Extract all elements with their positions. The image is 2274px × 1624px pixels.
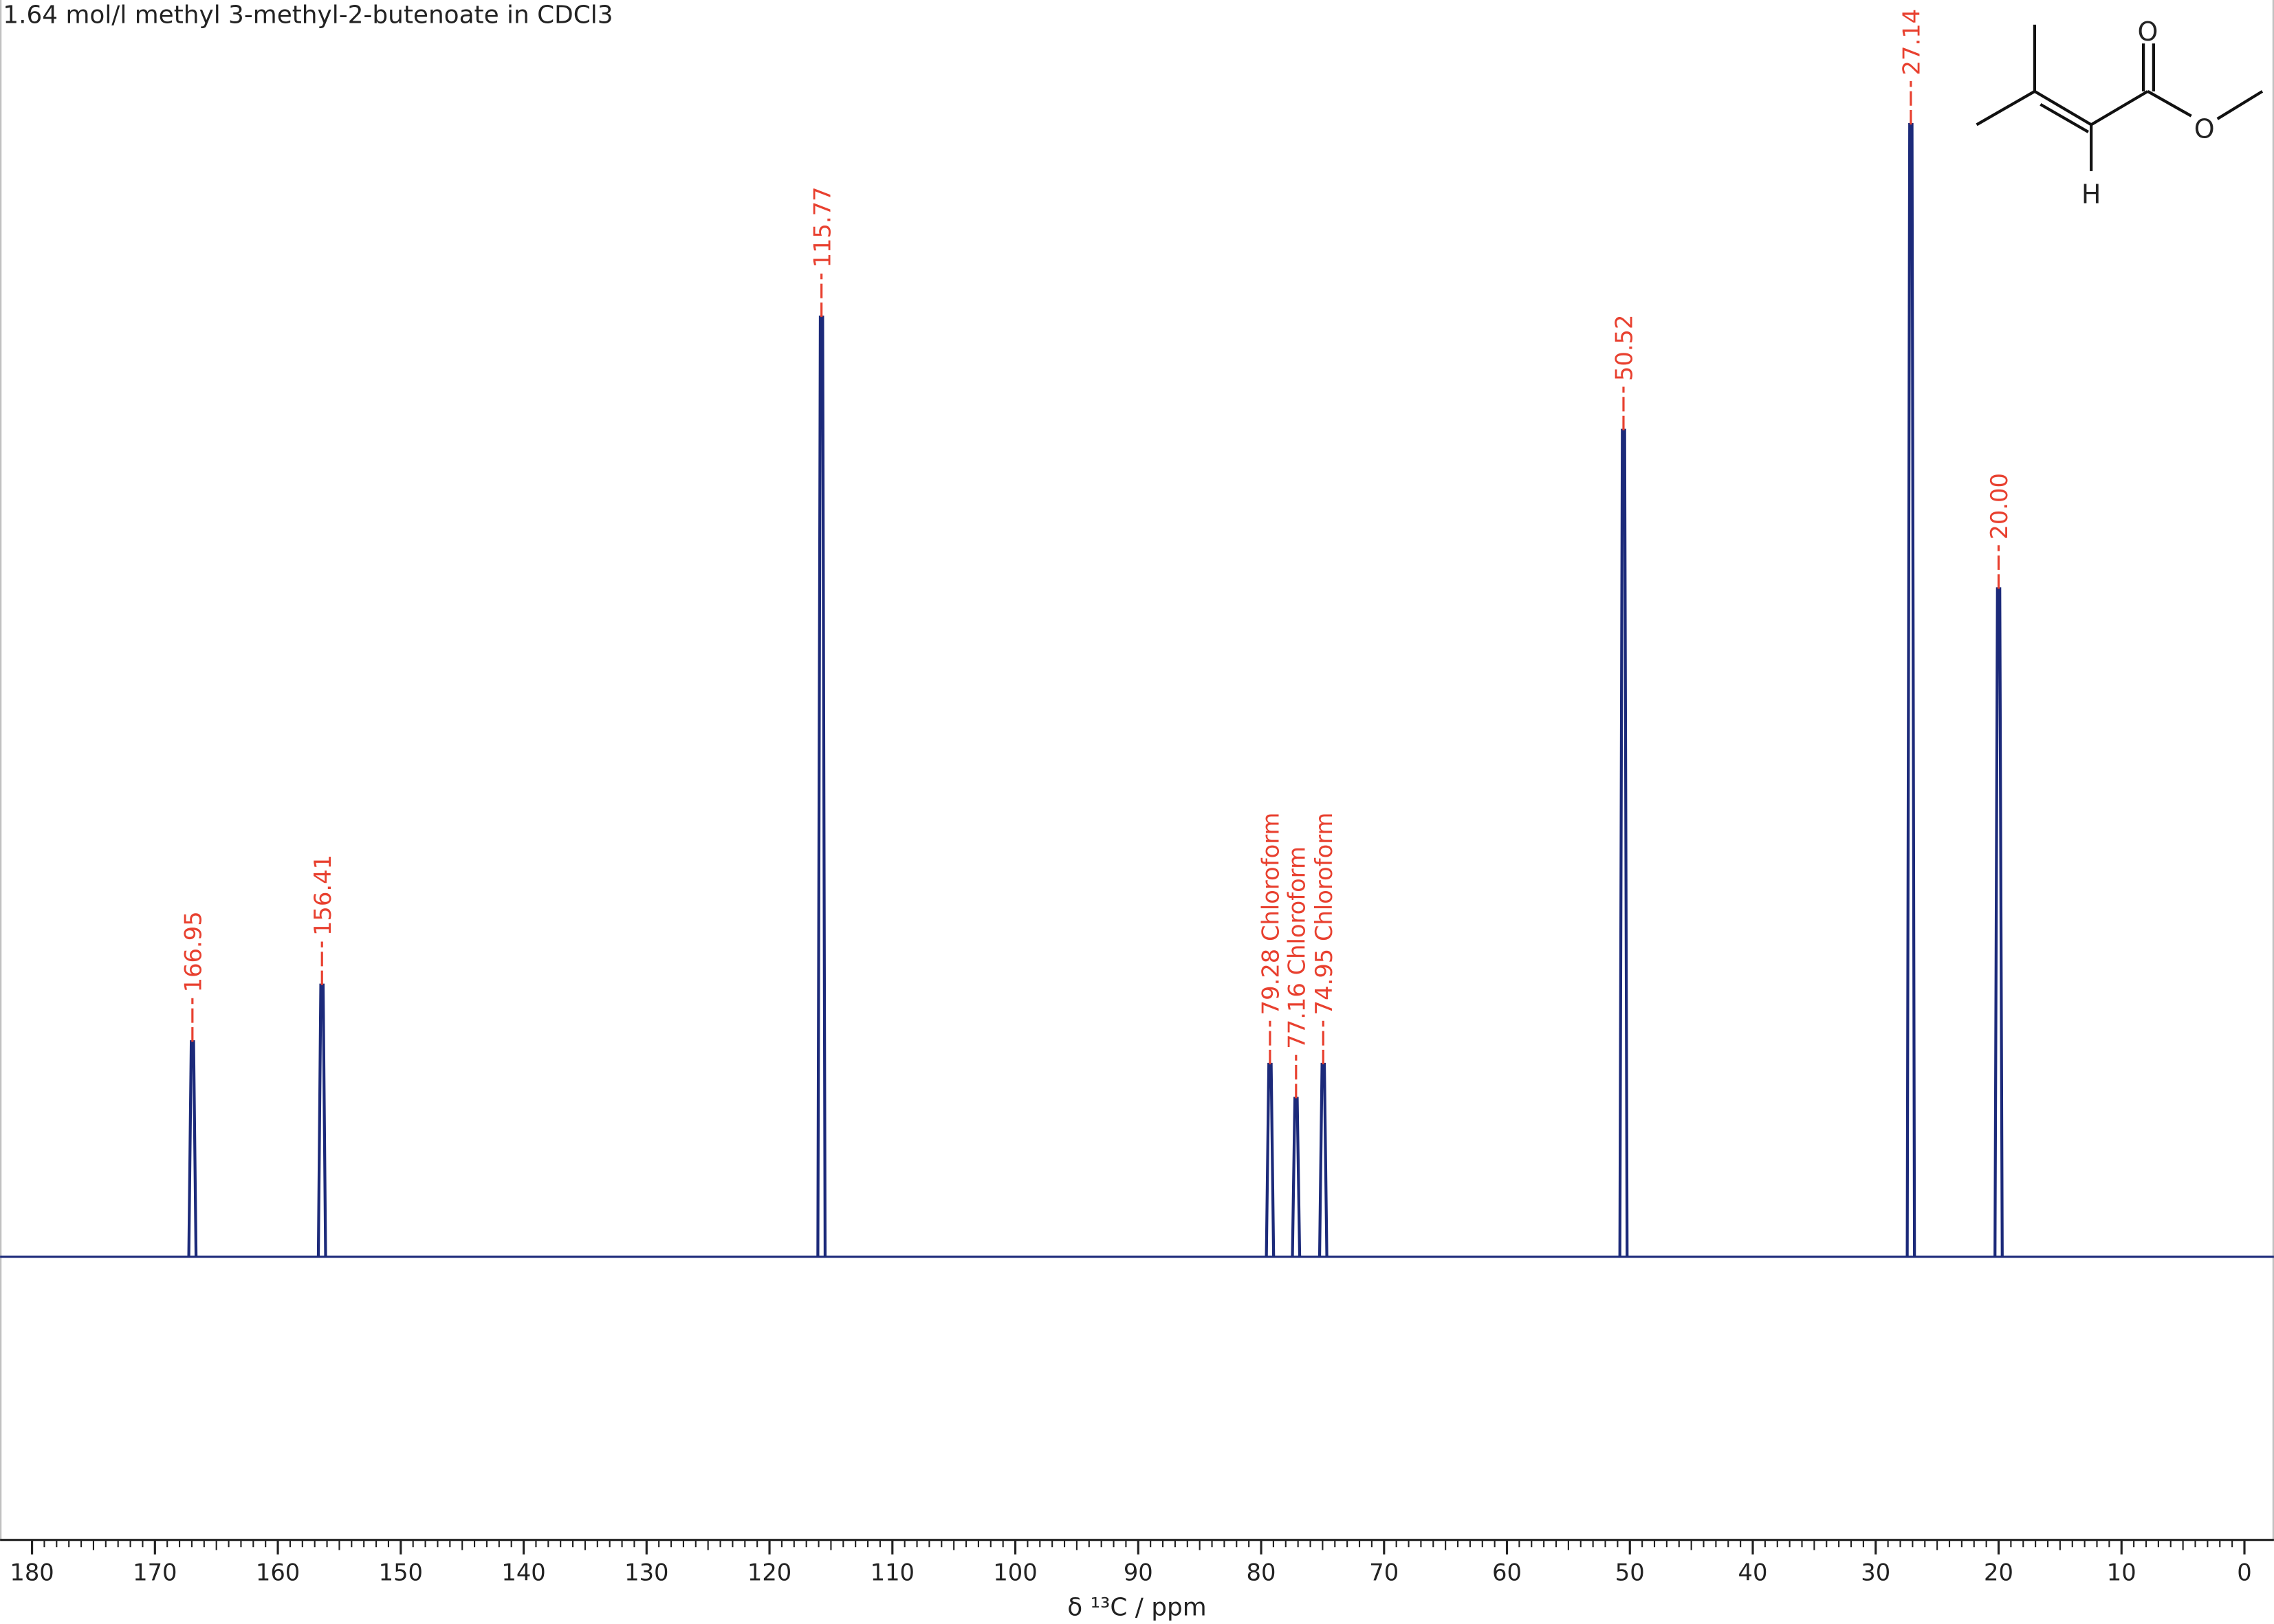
x-tick-label: 20 — [1984, 1559, 2013, 1586]
structure — [1976, 24, 2264, 171]
x-tick-label: 90 — [1124, 1559, 1153, 1586]
atom-label: O — [2194, 113, 2215, 144]
x-tick-label: 50 — [1615, 1559, 1645, 1586]
peak — [1265, 1062, 1276, 1258]
peak-label: 79.28 Chloroform — [1258, 813, 1284, 1016]
peak — [1905, 123, 1916, 1257]
bond — [2033, 90, 2092, 127]
bond — [2216, 90, 2264, 120]
peak — [1291, 1097, 1302, 1258]
peak-label: 77.16 Chloroform — [1283, 846, 1310, 1049]
peak — [1318, 1062, 1329, 1258]
chart-title: 1.64 mol/l methyl 3-methyl-2-butenoate i… — [3, 1, 613, 30]
peak — [187, 1040, 198, 1257]
x-tick-label: 130 — [624, 1559, 668, 1586]
x-tick-label: 30 — [1861, 1559, 1890, 1586]
bond — [2040, 103, 2090, 133]
x-tick-label: 100 — [993, 1559, 1037, 1586]
x-tick-label: 110 — [871, 1559, 915, 1586]
peak-label: 166.95 — [179, 911, 206, 992]
x-tick-label: 150 — [379, 1559, 423, 1586]
peak-label: 50.52 — [1611, 315, 1638, 382]
x-tick-label: 60 — [1492, 1559, 1522, 1586]
x-tick-label: 10 — [2107, 1559, 2136, 1586]
x-tick-label: 160 — [256, 1559, 300, 1586]
x-tick-label: 0 — [2237, 1559, 2251, 1586]
peak — [316, 983, 327, 1257]
atom-label: O — [2137, 17, 2158, 47]
peak — [1618, 428, 1629, 1257]
x-tick-label: 120 — [747, 1559, 791, 1586]
atom-label: H — [2081, 179, 2101, 209]
bond — [2090, 90, 2149, 127]
peak-label: 156.41 — [309, 855, 336, 936]
peak — [1993, 587, 2004, 1257]
bond — [2147, 90, 2192, 118]
x-axis-label: δ ¹³C / ppm — [1067, 1593, 1206, 1621]
x-tick-label: 170 — [133, 1559, 177, 1586]
peak-label: 20.00 — [1986, 473, 2013, 540]
x-tick-label: 70 — [1369, 1559, 1399, 1586]
peak-label: 74.95 Chloroform — [1311, 813, 1337, 1016]
peak-label: 27.14 — [1899, 9, 1925, 76]
x-tick-label: 180 — [10, 1559, 54, 1586]
x-tick-label: 80 — [1247, 1559, 1276, 1586]
bond — [1976, 90, 2035, 127]
peak — [816, 316, 827, 1257]
peak-label: 115.77 — [809, 186, 835, 267]
x-tick-label: 40 — [1738, 1559, 1768, 1586]
x-tick-label: 140 — [501, 1559, 545, 1586]
